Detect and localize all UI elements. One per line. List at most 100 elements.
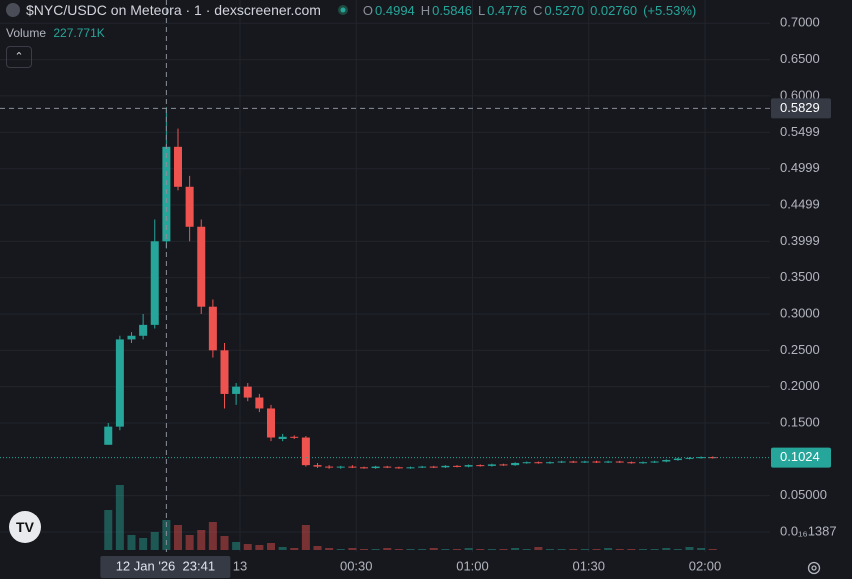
volume-bar — [569, 549, 578, 550]
volume-bar — [255, 545, 264, 550]
volume-legend: Volume 227.771K — [6, 26, 105, 40]
volume-bar — [232, 542, 241, 550]
volume-bar — [557, 549, 566, 550]
candle-body — [127, 335, 136, 340]
y-tick-label: 0.5499 — [780, 124, 820, 139]
change-value: 0.02760 — [590, 2, 638, 18]
last-price-label: 0.1024 — [780, 449, 820, 464]
candle-body — [487, 464, 496, 466]
volume-bar — [418, 549, 427, 550]
volume-bar — [580, 549, 589, 550]
x-tick-label: 00:30 — [340, 558, 373, 573]
volume-bar — [546, 549, 554, 550]
candle-body — [592, 461, 601, 463]
volume-bar — [127, 535, 136, 550]
settings-icon[interactable] — [806, 560, 822, 576]
volume-bar — [429, 548, 438, 550]
candle-body — [650, 461, 659, 463]
candle-body — [697, 457, 706, 459]
volume-bar — [487, 549, 496, 550]
status-dot — [337, 5, 348, 15]
candle-body — [208, 306, 217, 351]
volume-bar — [697, 548, 706, 550]
tv-logo[interactable]: TV — [9, 511, 41, 543]
candle-body — [604, 461, 613, 463]
header: $NYC/USDC on Meteora · 1 · dexscreener.c… — [6, 2, 702, 18]
volume-bar — [220, 536, 229, 550]
volume-bar — [325, 548, 334, 550]
close-label: C — [532, 2, 543, 18]
candle-body — [197, 226, 206, 307]
candle-body — [267, 408, 275, 438]
volume-bar — [673, 549, 682, 550]
volume-bar — [453, 549, 461, 550]
candle-body — [104, 426, 113, 445]
y-tick-label: 0.4499 — [780, 196, 820, 211]
x-tick-label: 02:00 — [689, 558, 722, 573]
candle-body — [185, 186, 194, 227]
candle-body — [639, 462, 647, 464]
volume-value: 227.771K — [53, 26, 105, 40]
volume-bar — [139, 538, 148, 550]
volume-bar — [639, 549, 647, 550]
volume-bar — [627, 549, 636, 550]
candle-body — [394, 467, 403, 469]
crosshair-y-box — [771, 98, 831, 119]
volume-bar — [534, 547, 543, 550]
volume-bar — [174, 525, 182, 550]
volume-bar — [650, 549, 659, 550]
close-value: 0.5270 — [544, 2, 585, 18]
candle-body — [290, 436, 299, 438]
candle-body — [313, 465, 322, 467]
candle-body — [453, 465, 461, 467]
volume-bar — [104, 510, 113, 550]
y-tick-label: 0.05000 — [780, 487, 827, 502]
volume-bar — [685, 547, 694, 550]
y-tick-label: 0.2500 — [780, 342, 820, 357]
volume-bar — [476, 549, 485, 550]
collapse-button[interactable]: ⌃ — [6, 46, 32, 68]
candle-body — [627, 462, 636, 464]
open-value: 0.4994 — [375, 2, 415, 18]
volume-bar — [115, 485, 124, 550]
volume-bar — [301, 525, 310, 550]
candle-body — [360, 467, 368, 469]
candle-body — [383, 466, 392, 468]
crosshair-y-label: 0.5829 — [780, 100, 820, 115]
volume-bar — [383, 548, 392, 550]
volume-bar — [267, 543, 275, 550]
volume-bar — [441, 549, 450, 550]
candle-body — [406, 467, 415, 469]
candle-body — [255, 397, 264, 409]
candle-body — [115, 339, 124, 427]
volume-bar — [615, 549, 624, 550]
volume-bar — [150, 532, 159, 550]
crosshair-x-label: 12 Jan '26 23:41 — [116, 558, 215, 573]
low-label: L — [477, 2, 486, 18]
candle-body — [418, 466, 427, 468]
candle-body — [336, 466, 345, 468]
volume-bar — [604, 548, 613, 550]
candle-body — [429, 466, 438, 468]
y-tick-label: 0.3000 — [780, 305, 820, 320]
volume-bar — [522, 549, 531, 550]
x-tick-label: 13 — [233, 558, 247, 573]
candle-body — [220, 350, 229, 394]
candle-body — [708, 457, 717, 459]
candle-body — [662, 460, 671, 462]
candle-body — [569, 461, 578, 463]
candle-body — [243, 386, 252, 398]
volume-bar — [185, 535, 194, 550]
candle-body — [232, 386, 241, 394]
volume-bar — [592, 549, 601, 550]
candle-body — [546, 462, 554, 464]
x-tick-label: 01:30 — [572, 558, 605, 573]
volume-bar — [336, 549, 345, 550]
y-tick-label: 0.7000 — [780, 15, 820, 30]
candle-body — [499, 464, 508, 466]
candle-body — [301, 437, 310, 466]
y-tick-label: 0.3500 — [780, 269, 820, 284]
candle-body — [534, 462, 543, 464]
last-price-box — [771, 447, 831, 468]
volume-bar — [511, 548, 520, 550]
